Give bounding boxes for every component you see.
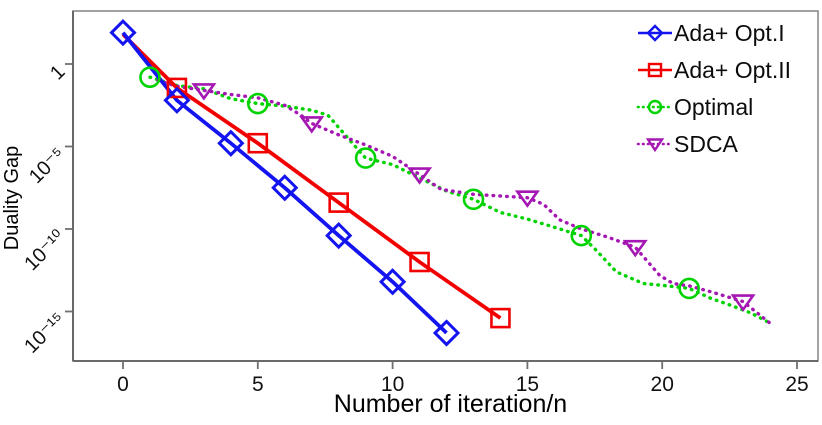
legend-label-ada-opt2: Ada+ Opt.II <box>674 56 791 83</box>
marker-triangle-down <box>514 190 540 208</box>
legend-circle-icon <box>647 99 663 115</box>
x-tick-label: 15 <box>516 373 539 396</box>
legend-diamond-icon <box>646 24 664 42</box>
circle-marker-icon <box>636 99 674 115</box>
legend-triangle-icon <box>645 138 665 153</box>
legend-label-optimal: Optimal <box>674 93 754 120</box>
marker-circle <box>246 92 269 115</box>
y-tick-label: 10⁻¹⁰ <box>20 226 69 275</box>
legend-item-sdca: SDCA <box>636 127 791 161</box>
marker-circle <box>354 147 377 169</box>
marker-circle <box>570 224 593 247</box>
axes-layer <box>65 10 819 369</box>
marker-triangle-down <box>299 116 325 134</box>
legend-label-ada-opt1: Ada+ Opt.I <box>674 19 785 46</box>
marker-square <box>490 307 511 329</box>
marker-square <box>247 132 269 154</box>
marker-square <box>409 251 430 273</box>
series-line-ada-opt-i <box>121 31 448 335</box>
legend: Ada+ Opt.I Ada+ Opt.II Optimal SDCA <box>636 16 791 161</box>
diamond-marker-icon <box>638 24 672 42</box>
triangle-down-marker-icon <box>636 138 674 153</box>
legend-label-sdca: SDCA <box>674 130 738 157</box>
marker-diamond <box>217 129 245 157</box>
marker-diamond <box>109 19 137 47</box>
series-line-ada-opt-ii <box>121 32 502 320</box>
marker-triangle-down <box>407 167 433 185</box>
legend-item-ada-opt2: Ada+ Opt.II <box>636 53 791 87</box>
marker-diamond <box>163 86 191 114</box>
x-tick-label: 0 <box>117 373 129 396</box>
series-layer <box>109 19 772 347</box>
marker-circle <box>139 66 161 88</box>
marker-diamond <box>271 174 299 202</box>
x-axis-title: Number of iteration/n <box>334 390 567 418</box>
marker-circle <box>678 277 700 300</box>
square-marker-icon <box>638 62 672 78</box>
y-tick-label: 10⁻¹⁵ <box>20 308 69 357</box>
marker-square <box>328 192 349 213</box>
marker-diamond <box>325 221 353 250</box>
marker-square <box>166 77 188 99</box>
series-line-optimal <box>148 75 772 325</box>
marker-circle <box>462 188 485 211</box>
marker-triangle-down <box>622 239 648 258</box>
legend-item-ada-opt1: Ada+ Opt.I <box>636 16 791 50</box>
marker-diamond <box>378 268 407 296</box>
legend-item-optimal: Optimal <box>636 90 791 124</box>
y-axis-title: Duality Gap <box>1 146 23 251</box>
marker-triangle-down <box>730 294 756 312</box>
marker-diamond <box>432 319 461 347</box>
x-tick-label: 25 <box>785 373 808 396</box>
x-tick-label: 20 <box>651 373 674 396</box>
x-tick-label: 5 <box>252 373 264 396</box>
y-tick-label: 10⁻⁵ <box>25 143 70 188</box>
x-tick-label: 10 <box>381 373 404 396</box>
marker-triangle-down <box>191 83 217 101</box>
legend-square-icon <box>647 62 663 78</box>
